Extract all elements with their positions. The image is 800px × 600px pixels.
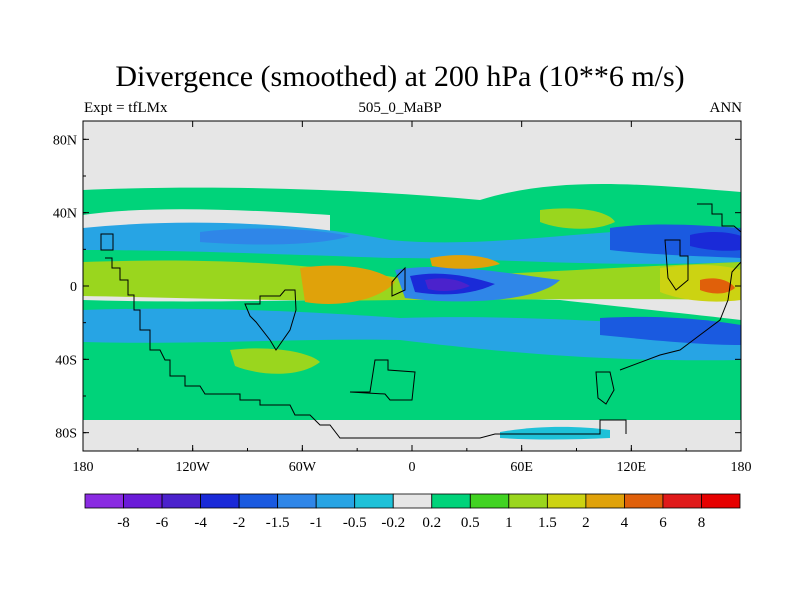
y-tick-label: 40N [53,207,77,222]
colorbar-label: 0.2 [422,515,441,531]
colorbar-swatch [624,493,664,509]
coastline [595,371,615,405]
colorbar-label: -1 [310,515,323,531]
colorbar-swatch [123,493,163,509]
colorbar-swatch [469,493,510,509]
run-label: 505_0_MaBP [358,100,442,116]
y-axis: 80N 40N 0 40S 80S [53,133,741,442]
contour-region [200,228,350,245]
experiment-label: Expt = tfLMx [84,100,168,116]
colorbar-swatch [546,493,587,509]
season-label: ANN [709,100,743,116]
colorbar-swatch [701,493,741,509]
colorbar-swatch [431,493,471,509]
coastline [100,233,114,251]
colorbar-label: 0.5 [461,515,480,531]
coastline [349,359,416,401]
y-tick-label: 80N [53,133,77,148]
colorbar-label: -4 [194,515,207,531]
colorbar-label: -8 [117,515,130,531]
x-tick-label: 180 [73,460,94,475]
colorbar-label: 1.5 [538,515,557,531]
contour-region [500,426,610,440]
x-tick-label: 180 [731,460,752,475]
coastline [664,239,689,291]
y-tick-label: 80S [55,427,77,442]
coastlines [100,203,741,439]
x-tick-label: 60E [510,460,533,475]
y-tick-label: 0 [70,280,77,295]
x-tick-label: 60W [289,460,317,475]
coastline [391,266,406,297]
colorbar-label: -2 [233,515,246,531]
colorbar-swatch [354,493,394,509]
coastline [697,203,741,233]
colorbar-swatch [662,493,702,509]
colorbar-swatch [315,493,356,509]
colorbar: -8 -6 -4 -2 -1.5 -1 -0.5 -0.2 0.2 0.5 1 1.5 2 4 6 8 [84,493,741,531]
contour-region [690,232,741,251]
contour-region [425,278,470,291]
colorbar-label: -0.5 [343,515,367,531]
contour-region [600,316,741,345]
x-tick-label: 0 [409,460,416,475]
colorbar-swatch [392,493,433,509]
colorbar-swatch [238,493,279,509]
coastline [105,257,627,439]
contour-fields [83,183,741,451]
colorbar-label: -6 [156,515,169,531]
colorbar-swatch [161,493,201,509]
y-tick-label: 40S [55,353,77,368]
colorbar-label: 8 [698,515,706,531]
contour-region [300,265,395,304]
coastline [619,261,741,371]
contour-region [540,208,615,229]
colorbar-label: 1 [505,515,513,531]
x-axis: 180 120W 60W 0 60E 120E 180 [73,121,752,475]
colorbar-label: -0.2 [381,515,405,531]
colorbar-swatch [585,493,625,509]
coastline [244,289,297,351]
colorbar-label: 6 [659,515,667,531]
colorbar-swatch [84,493,124,509]
contour-region [700,278,735,294]
contour-region [230,348,320,374]
contour-region [430,255,500,269]
colorbar-swatch [200,493,240,509]
contour-region [83,420,741,451]
colorbar-label: 4 [621,515,629,531]
x-tick-label: 120W [176,460,211,475]
contour-region [83,308,741,361]
x-tick-label: 120E [617,460,647,475]
colorbar-label: 2 [582,515,590,531]
colorbar-swatch [508,493,548,509]
colorbar-swatch [277,493,317,509]
colorbar-label: -1.5 [266,515,290,531]
chart-title: Divergence (smoothed) at 200 hPa (10**6 … [115,60,685,93]
